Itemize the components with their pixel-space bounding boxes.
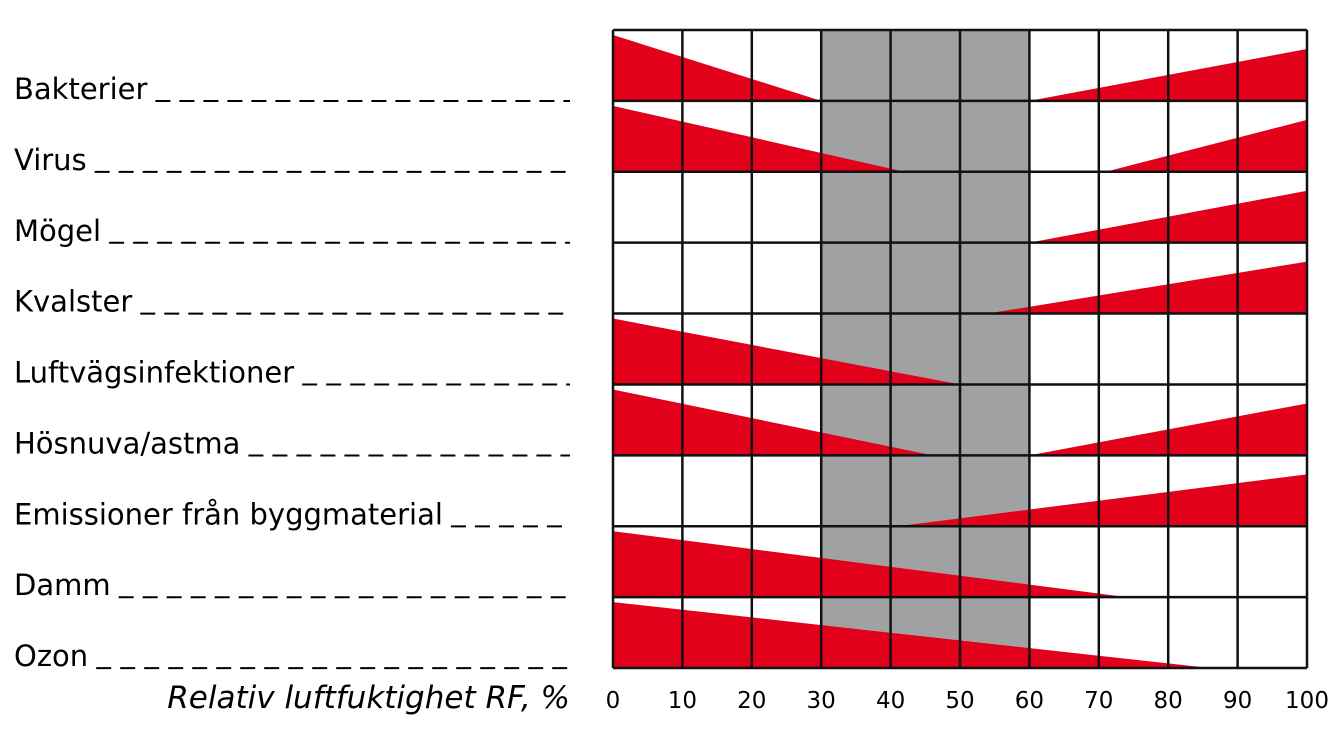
row-label: Kvalster	[14, 285, 132, 319]
row-label: Ozon	[14, 639, 88, 673]
row-label: Mögel	[14, 214, 101, 248]
x-axis-label: Relativ luftfuktighet RF, %	[167, 680, 570, 716]
x-tick-label: 90	[1223, 688, 1252, 714]
row-label: Luftvägsinfektioner	[14, 356, 294, 390]
low-humidity-wedge	[613, 318, 960, 385]
high-humidity-wedge	[987, 261, 1307, 314]
low-humidity-wedge	[613, 602, 1210, 668]
optimal-zone	[821, 30, 1030, 668]
x-tick-label: 20	[737, 688, 766, 714]
x-tick-label: 50	[945, 688, 974, 714]
x-tick-layer: 0 10 20 30 40 50 60 70 80 90 100	[606, 688, 1329, 714]
row-label-layer: Bakterier Virus Mögel Kvalster Luftvägsinfek…	[14, 72, 570, 673]
low-humidity-wedge	[613, 35, 822, 101]
x-tick-label: 70	[1084, 688, 1113, 714]
high-humidity-wedge	[1105, 119, 1307, 172]
x-tick-label: 30	[807, 688, 836, 714]
low-humidity-wedge	[613, 389, 933, 456]
x-tick-label: 0	[606, 688, 621, 714]
high-humidity-wedge	[897, 474, 1307, 527]
x-tick-label: 60	[1015, 688, 1044, 714]
low-humidity-wedge	[613, 531, 1127, 598]
low-humidity-wedge	[613, 105, 905, 172]
x-tick-label: 10	[668, 688, 697, 714]
row-label: Hösnuva/astma	[14, 426, 240, 460]
row-label: Emissioner från byggmaterial	[14, 497, 443, 531]
grid-layer	[611, 28, 1309, 670]
x-tick-label: 80	[1154, 688, 1183, 714]
row-label: Damm	[14, 568, 111, 602]
x-tick-label: 40	[876, 688, 905, 714]
x-tick-label: 100	[1285, 688, 1329, 714]
row-label: Bakterier	[14, 72, 147, 106]
row-label: Virus	[14, 143, 87, 177]
